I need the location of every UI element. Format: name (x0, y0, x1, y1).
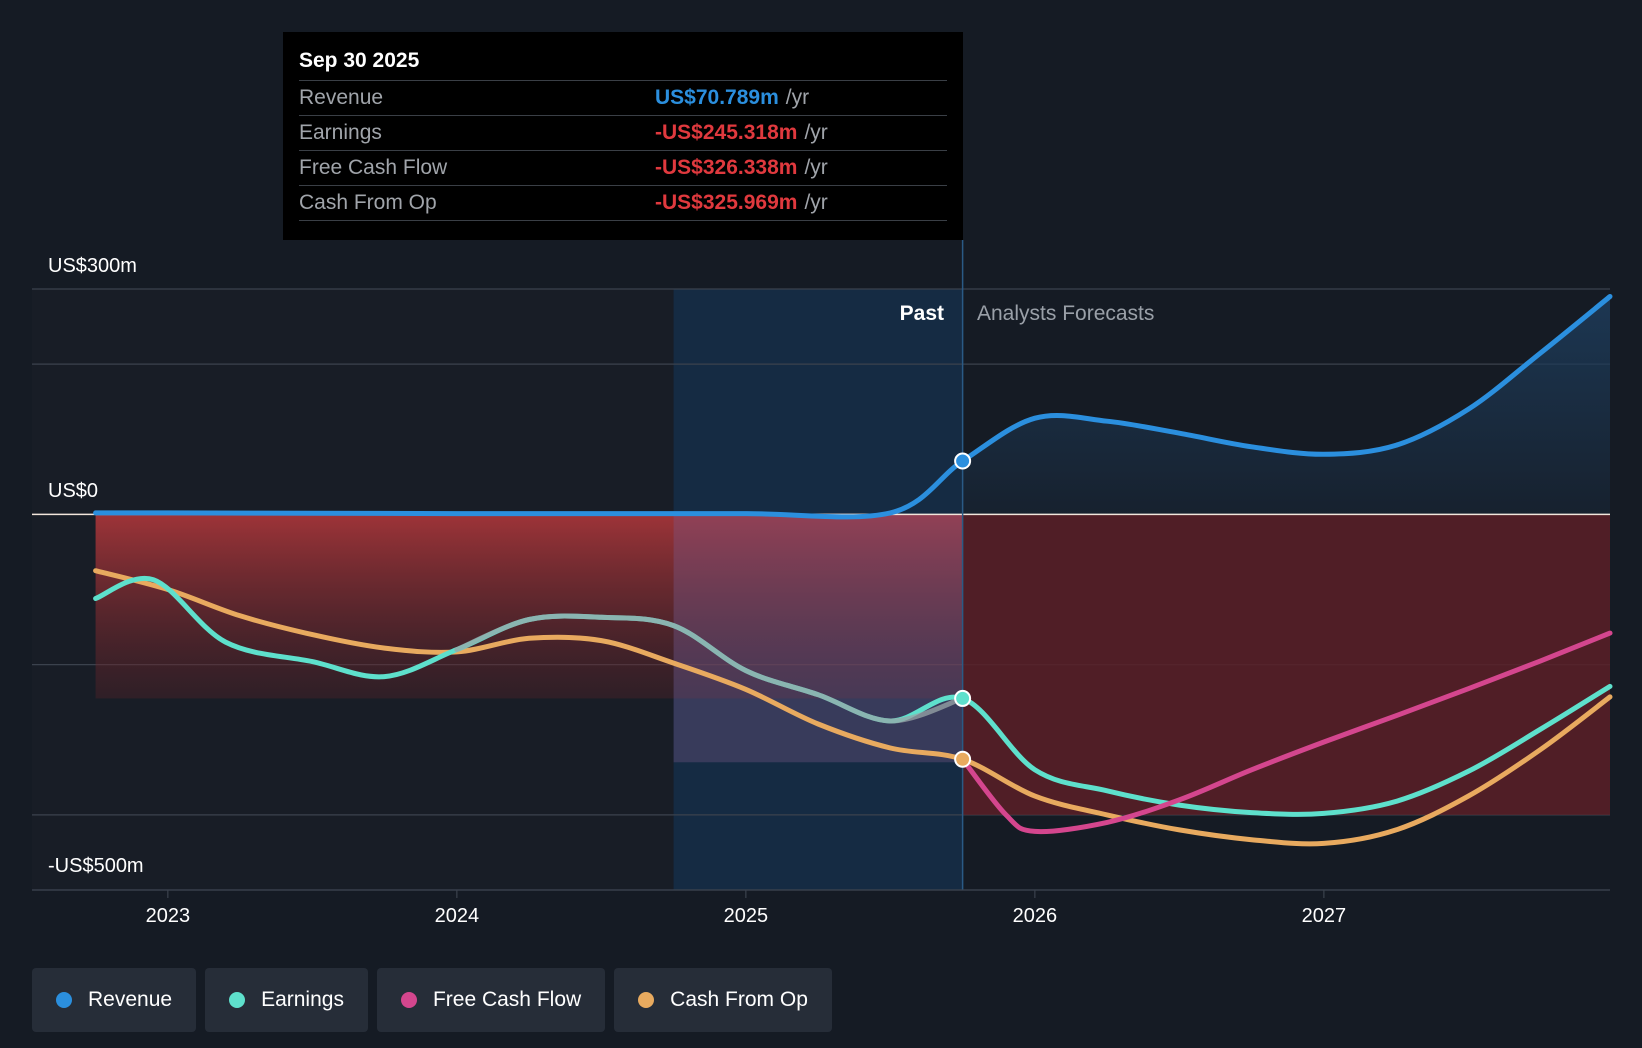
earnings-past-overlay (454, 613, 966, 724)
y-axis-label-zero: US$0 (48, 480, 98, 502)
tooltip-row-revenue: Revenue US$70.789m /yr (299, 80, 947, 115)
x-tick-label: 2026 (1013, 905, 1058, 927)
tooltip-unit: /yr (804, 156, 828, 179)
tooltip-row-earnings: Earnings -US$245.318m /yr (299, 115, 947, 150)
tooltip-row-cash-from-op: Cash From Op -US$325.969m /yr (299, 185, 947, 221)
highlight-points (954, 452, 972, 768)
tooltip-unit: /yr (804, 191, 828, 214)
tooltip-label: Revenue (299, 86, 384, 109)
legend: Revenue Earnings Free Cash Flow Cash Fro… (32, 968, 832, 1032)
highlight-negative-overlay (673, 514, 963, 763)
tooltip-row-free-cash-flow: Free Cash Flow -US$326.338m /yr (299, 150, 947, 185)
legend-dot-icon (400, 992, 417, 1008)
x-tick-label: 2025 (724, 905, 769, 927)
x-tick-label: 2023 (146, 905, 191, 927)
tooltip-label: Cash From Op (299, 191, 437, 214)
legend-item-revenue[interactable]: Revenue (32, 968, 197, 1032)
legend-label: Free Cash Flow (432, 988, 582, 1011)
tooltip-label: Free Cash Flow (299, 156, 448, 179)
highlight-point-earnings (954, 689, 972, 707)
highlight-point-revenue (954, 452, 972, 470)
legend-item-earnings[interactable]: Earnings (205, 968, 368, 1032)
tooltip-date: Sep 30 2025 (299, 49, 420, 72)
forecast-label: Analysts Forecasts (977, 302, 1154, 325)
tooltip-value: -US$245.318m (655, 121, 798, 144)
series-line-revenue (93, 294, 1613, 520)
series-line-free-cash-flow (960, 630, 1613, 835)
series-lines (93, 294, 1613, 847)
revenue-area-forecast (962, 296, 1610, 515)
legend-item-free-cash-flow[interactable]: Free Cash Flow (376, 968, 606, 1032)
negative-area-forecast (962, 514, 1610, 815)
y-axis-label-bottom: -US$500m (48, 855, 144, 877)
legend-label: Earnings (261, 988, 344, 1011)
x-tick-label: 2027 (1302, 905, 1347, 927)
negative-area-past (95, 514, 963, 699)
legend-dot-icon (638, 992, 655, 1008)
area-fills (95, 296, 1610, 815)
tooltip-value: -US$326.338m (655, 156, 798, 179)
legend-dot-icon (56, 992, 72, 1008)
legend-dot-icon (229, 992, 246, 1008)
tooltip-unit: /yr (785, 86, 810, 109)
tooltip-value: US$70.789m (655, 86, 779, 109)
tooltip-unit: /yr (804, 121, 828, 144)
x-tick-label: 2024 (435, 905, 480, 927)
tooltip-value: -US$325.969m (655, 191, 798, 214)
tooltip: Sep 30 2025 Revenue US$70.789m /yr Earni… (283, 32, 963, 240)
tooltip-label: Earnings (299, 121, 382, 144)
x-axis-ticks: 2023 2024 2025 2026 2027 (32, 889, 1610, 927)
legend-label: Revenue (88, 988, 173, 1011)
highlight-point-cash-from-op (954, 750, 972, 768)
series-line-cash-from-op (93, 568, 1613, 847)
legend-label: Cash From Op (670, 988, 808, 1011)
past-label: Past (900, 302, 944, 325)
legend-item-cash-from-op[interactable]: Cash From Op (614, 968, 832, 1032)
y-axis-label-top: US$300m (48, 255, 137, 277)
